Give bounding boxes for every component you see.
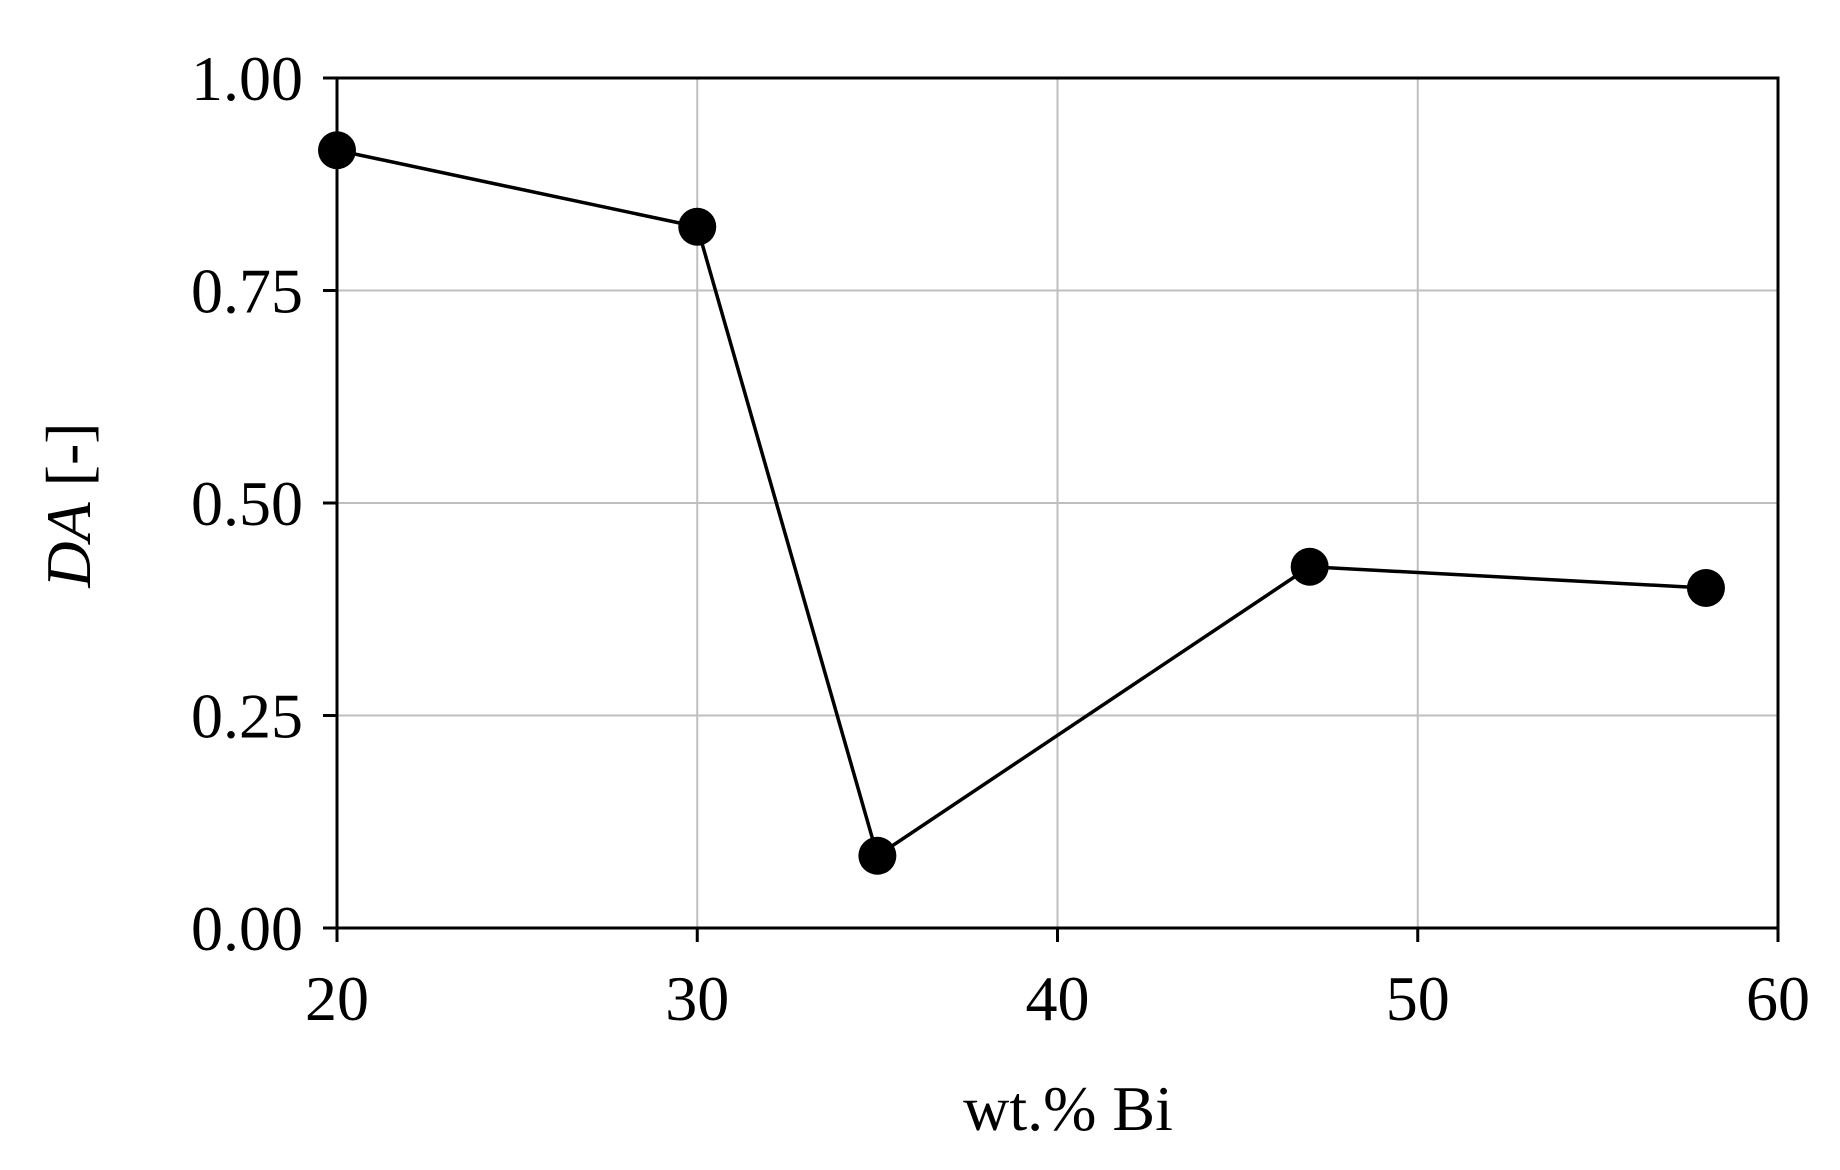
- data-point: [858, 836, 897, 875]
- y-axis-title: DA [-]: [33, 422, 104, 588]
- data-point: [1290, 547, 1329, 586]
- axis-ticks: [323, 76, 1780, 942]
- y-tick-label: 1.00: [191, 43, 303, 114]
- data-point: [1686, 569, 1725, 607]
- x-tick-label: 40: [1026, 963, 1090, 1034]
- grid-lines: [337, 78, 1778, 928]
- x-tick-label: 50: [1386, 963, 1450, 1034]
- data-point: [318, 131, 356, 170]
- data-point: [678, 207, 717, 246]
- y-axis-tick-labels: 0.00 0.25 0.50 0.75 1.00: [191, 43, 303, 964]
- x-tick-label: 60: [1746, 963, 1810, 1034]
- y-tick-label: 0.00: [191, 893, 303, 964]
- x-tick-label: 20: [305, 963, 369, 1034]
- x-tick-label: 30: [665, 963, 729, 1034]
- x-axis-tick-labels: 20 30 40 50 60: [305, 963, 1810, 1034]
- y-axis-title-rest: [-]: [33, 422, 104, 502]
- y-tick-label: 0.25: [191, 681, 303, 752]
- y-axis-title-italic: DA: [33, 501, 104, 588]
- y-tick-label: 0.50: [191, 468, 303, 539]
- y-tick-label: 0.75: [191, 256, 303, 327]
- series-group: [318, 131, 1725, 875]
- x-axis-title: wt.% Bi: [963, 1073, 1173, 1144]
